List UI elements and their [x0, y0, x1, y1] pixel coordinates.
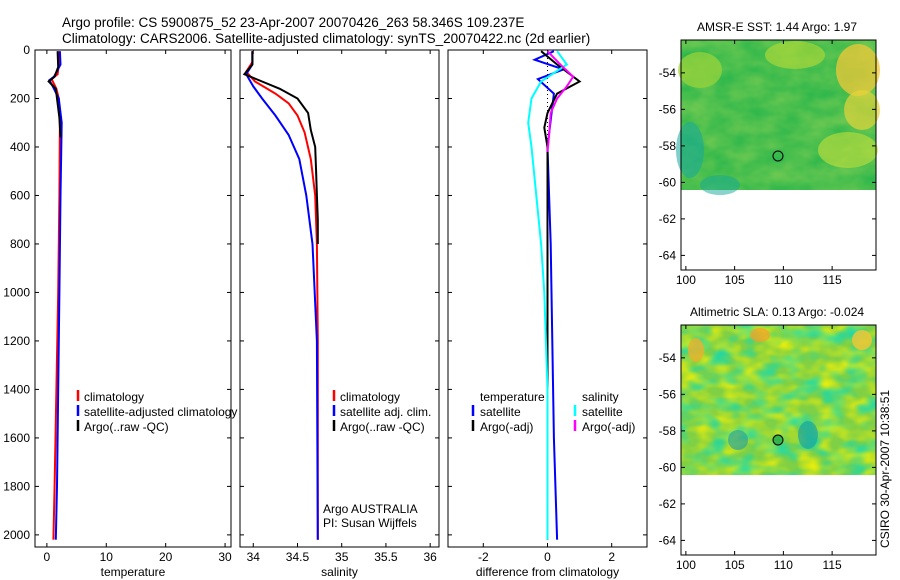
sla-map-axes: -54 -56 -58 -60 -62 -64 100 105 110 115 — [659, 324, 877, 572]
side-timestamp: CSIRO 30-Apr-2007 10:38:51 — [878, 390, 892, 548]
legend-label: Argo(-adj) — [480, 420, 533, 434]
series-line — [527, 50, 569, 540]
plot-frame — [239, 49, 440, 548]
y-tick-label: 1000 — [3, 285, 30, 299]
y-tick-label: -56 — [659, 387, 677, 401]
x-tick-label: 105 — [725, 558, 745, 572]
x-tick-label: 36 — [423, 550, 437, 564]
y-tick-label: 600 — [10, 188, 30, 202]
y-tick-label: 2000 — [3, 528, 30, 542]
x-tick-label: 110 — [774, 273, 793, 287]
x-tick-label: 20 — [159, 550, 173, 564]
x-axis-label: difference from climatology — [476, 565, 619, 579]
y-tick-label: 1800 — [3, 479, 30, 493]
y-tick-label: -60 — [659, 460, 677, 474]
sla-map-field — [681, 325, 876, 475]
legend-label: Argo(..raw -QC) — [340, 420, 425, 434]
header-line-2: Climatology: CARS2006. Satellite-adjuste… — [62, 31, 590, 46]
x-tick-label: 30 — [218, 550, 232, 564]
series-line — [245, 51, 319, 540]
legend-label: climatology — [340, 390, 400, 404]
x-tick-label: 110 — [774, 558, 793, 572]
legend-group-title: salinity — [582, 390, 619, 404]
series-line — [47, 51, 62, 138]
annotation-text: PI: Susan Wijffels — [323, 516, 417, 530]
legend-label: satellite — [582, 405, 623, 419]
y-tick-label: 0 — [23, 43, 30, 57]
x-tick-label: 100 — [676, 558, 696, 572]
x-tick-label: 10 — [100, 550, 114, 564]
x-tick-label: 35.5 — [374, 550, 398, 564]
sst-argo-marker — [772, 150, 784, 162]
y-tick-label: -62 — [659, 212, 677, 226]
series-line — [546, 50, 575, 152]
y-tick-label: -58 — [659, 424, 677, 438]
x-tick-label: 115 — [823, 273, 842, 287]
x-axis-label: salinity — [321, 565, 358, 579]
x-tick-label: -2 — [478, 550, 489, 564]
y-tick-label: 1600 — [3, 431, 30, 445]
legend-label: satellite — [480, 405, 521, 419]
y-tick-label: 200 — [10, 91, 30, 105]
sst-map-panel: AMSR-E SST: 1.44 Argo: 1.97 -54 -56 -58 -60… — [659, 20, 880, 287]
y-tick-label: -58 — [659, 139, 677, 153]
y-tick-label: -54 — [659, 66, 677, 80]
x-axis-label: temperature — [101, 565, 166, 579]
x-tick-label: 34 — [247, 550, 261, 564]
y-tick-label: 1200 — [3, 334, 30, 348]
salinity-panel: 34 34.5 35 35.5 36 salinity climatologysatelli… — [239, 49, 440, 579]
y-tick-label: -60 — [659, 175, 677, 189]
sst-map-field — [676, 40, 880, 195]
sst-map-axes: -54 -56 -58 -60 -62 -64 100 105 110 115 — [659, 39, 877, 287]
header-line-1: Argo profile: CS 5900875_52 23-Apr-2007 … — [62, 15, 524, 30]
legend-label: satellite adj. clim. — [340, 405, 431, 419]
plot-frame — [34, 49, 232, 548]
legend-label: satellite-adjusted climatology — [84, 405, 237, 419]
y-tick-label: -56 — [659, 102, 677, 116]
map-frame — [680, 324, 877, 556]
x-tick-label: 2 — [608, 550, 615, 564]
y-tick-label: -62 — [659, 497, 677, 511]
legend-group-title: temperature — [480, 390, 545, 404]
y-tick-label: 800 — [10, 237, 30, 251]
sst-map-title: AMSR-E SST: 1.44 Argo: 1.97 — [697, 20, 857, 34]
x-tick-label: 0 — [544, 550, 551, 564]
legend-label: climatology — [84, 390, 144, 404]
x-tick-label: 115 — [823, 558, 842, 572]
sla-argo-marker — [772, 434, 784, 446]
x-tick-label: 100 — [676, 273, 696, 287]
y-tick-label: 1400 — [3, 382, 30, 396]
y-tick-label: 400 — [10, 140, 30, 154]
x-tick-label: 34.5 — [286, 550, 310, 564]
sla-map-panel: Altimetric SLA: 0.13 Argo: -0.024 -54 -56… — [659, 305, 877, 572]
map-frame — [680, 39, 877, 271]
temperature-panel: 0 200 400 600 800 1000 1200 1400 1600 1800 2000 0 10… — [3, 43, 237, 579]
annotation-text: Argo AUSTRALIA — [323, 502, 418, 516]
y-tick-label: -64 — [659, 248, 677, 262]
y-tick-label: -64 — [659, 533, 677, 547]
y-tick-label: -54 — [659, 351, 677, 365]
legend-label: Argo(-adj) — [582, 420, 635, 434]
series-line — [242, 51, 319, 244]
x-tick-label: 105 — [725, 273, 745, 287]
sla-map-title: Altimetric SLA: 0.13 Argo: -0.024 — [690, 305, 864, 319]
x-tick-label: 35 — [335, 550, 349, 564]
legend-label: Argo(..raw -QC) — [84, 420, 169, 434]
x-tick-label: 0 — [44, 550, 51, 564]
